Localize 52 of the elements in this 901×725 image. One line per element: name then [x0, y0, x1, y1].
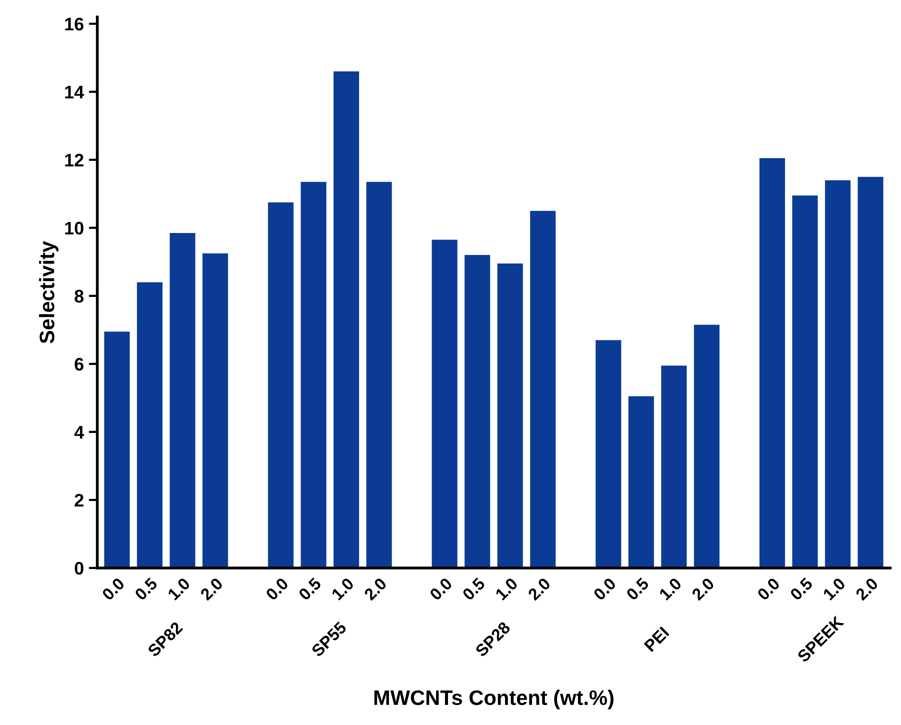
x-tick-label: 2.0	[691, 577, 715, 601]
y-tick-label: 8	[74, 290, 84, 303]
text: PEI	[644, 626, 670, 652]
y-tick-label: 10	[65, 222, 84, 235]
x-tick-label: 0.0	[101, 577, 126, 601]
x-tick-label: 0.5	[462, 576, 486, 601]
x-tick-label: 2.0	[527, 577, 552, 601]
y-tick-label: 0	[74, 562, 84, 575]
y-tick-label: 6	[74, 358, 84, 371]
bar	[596, 340, 622, 568]
x-tick-label: 2.0	[363, 577, 388, 601]
bar	[334, 71, 360, 568]
x-tick-label: 2.0	[200, 577, 224, 601]
x-tick-label: 0.5	[134, 576, 158, 601]
bar	[300, 182, 326, 568]
y-tick-label: 12	[65, 154, 84, 166]
bar	[628, 396, 654, 568]
bar	[858, 176, 884, 568]
x-tick-label: 1.0	[658, 577, 682, 601]
bar	[432, 240, 458, 568]
x-tick-label: 0.5	[789, 576, 814, 601]
bar	[136, 282, 163, 568]
x-tick-label: 0.0	[592, 577, 617, 601]
bar	[366, 182, 392, 568]
y-tick-label: 16	[65, 18, 84, 30]
bar	[104, 332, 130, 568]
x-tick-label: 0.5	[298, 576, 322, 601]
bar	[170, 232, 196, 568]
bar	[497, 264, 523, 568]
bar	[464, 255, 490, 568]
y-tick-label: 4	[74, 426, 84, 438]
x-tick-label: 1.0	[167, 577, 191, 601]
bar	[661, 366, 687, 568]
x-tick-label: 1.0	[494, 577, 518, 601]
bar	[824, 180, 851, 568]
y-tick-label: 14	[65, 86, 84, 98]
bar	[202, 253, 228, 568]
bar	[694, 324, 720, 568]
x-tick-label: 0.5	[626, 576, 650, 601]
x-tick-label: 1.0	[330, 577, 354, 601]
x-axis-title: MWCNTs Content (wt.%)	[374, 690, 614, 710]
x-tick-label: 0.0	[429, 577, 453, 601]
x-tick-label: 0.0	[756, 577, 780, 601]
x-tick-label: 1.0	[822, 577, 846, 601]
x-tick-label: 2.0	[854, 577, 879, 601]
y-axis-title: Selectivity	[39, 241, 58, 344]
bar	[792, 196, 818, 568]
bar	[268, 202, 294, 568]
y-tick-label: 2	[74, 494, 84, 506]
bar	[759, 158, 786, 568]
bar	[530, 210, 556, 568]
x-tick-label: 0.0	[265, 577, 289, 601]
